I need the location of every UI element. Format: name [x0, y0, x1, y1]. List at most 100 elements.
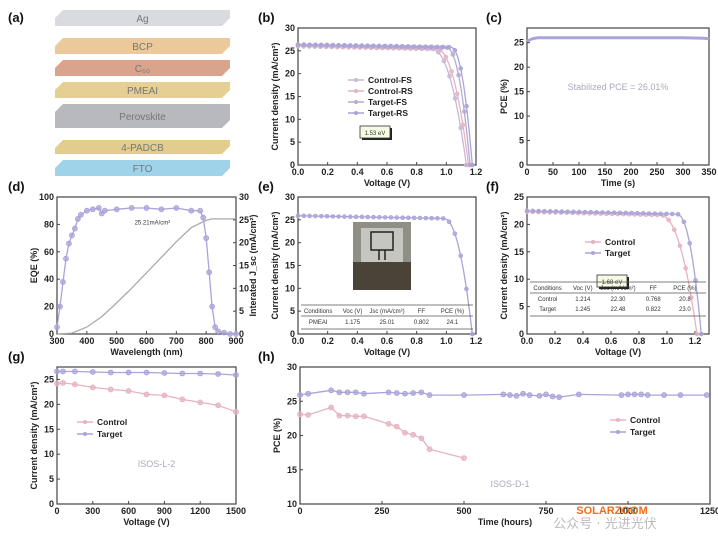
data-point — [347, 214, 353, 220]
y-tick-label: 10 — [514, 274, 524, 284]
x-tick-label: 200 — [623, 167, 638, 177]
data-point — [687, 240, 692, 246]
table-header: Jsc (mA/cm²) — [600, 286, 635, 292]
y-tick-label: 0 — [290, 329, 295, 339]
data-point — [107, 386, 114, 393]
data-point — [353, 214, 359, 220]
data-point — [57, 303, 63, 310]
data-point — [72, 368, 78, 375]
table-cell: 1.214 — [575, 297, 591, 303]
data-point — [307, 213, 312, 219]
electrode-lead — [378, 250, 386, 260]
data-point — [179, 396, 186, 403]
data-point — [536, 208, 541, 214]
layer-c60: C₆₀ — [55, 60, 230, 76]
y-tick-label: 0 — [290, 160, 295, 170]
x-tick-label: 50 — [548, 167, 558, 177]
data-point — [107, 369, 114, 376]
data-point — [683, 265, 688, 271]
data-point — [60, 368, 66, 375]
legend-marker — [83, 432, 87, 436]
x-tick-label: 0.8 — [410, 336, 423, 346]
data-point — [675, 211, 681, 217]
protocol-annotation: ISOS-L-2 — [138, 459, 176, 469]
layer-label: C₆₀ — [135, 64, 150, 75]
plot-frame — [56, 366, 237, 505]
data-point — [330, 42, 336, 48]
x-tick-label: 100 — [571, 167, 586, 177]
data-point — [342, 214, 347, 219]
data-point — [113, 206, 120, 213]
data-point — [60, 380, 66, 386]
data-point — [440, 44, 446, 50]
data-point — [215, 402, 222, 409]
plot-frame — [297, 27, 477, 166]
data-point — [54, 380, 60, 387]
layer-label: PMEAI — [127, 86, 158, 97]
data-point — [688, 295, 694, 300]
bandgap-annotation: 1.68 eV — [602, 280, 623, 286]
x-tick-label: 0.4 — [351, 336, 364, 346]
legend-marker — [354, 89, 358, 93]
table-cell: 0.768 — [646, 297, 662, 303]
data-point — [385, 420, 392, 427]
device-photo-inset — [353, 222, 411, 290]
data-point — [400, 215, 405, 220]
data-point — [233, 331, 239, 337]
data-point — [336, 214, 341, 219]
table-header: FF — [418, 309, 426, 315]
y-tick-label: 5 — [519, 136, 524, 146]
watermark-brand: SOLARZOOM — [576, 505, 648, 517]
data-point — [313, 213, 318, 219]
y-right-tick-label: 15 — [239, 261, 249, 271]
series-target — [54, 368, 239, 378]
data-point — [446, 219, 452, 224]
data-point — [536, 392, 543, 399]
x-tick-label: 1000 — [618, 506, 638, 516]
data-point — [406, 215, 411, 221]
panel-label-g: (g) — [8, 349, 25, 364]
x-tick-label: 250 — [374, 506, 389, 516]
y-tick-label: 10 — [287, 499, 297, 509]
x-tick-label: 400 — [79, 336, 94, 346]
data-point — [388, 43, 394, 49]
y-tick-label: 20 — [287, 431, 297, 441]
y-tick-label: 10 — [44, 449, 54, 459]
data-point — [328, 387, 335, 394]
x-tick-label: 0 — [524, 167, 529, 177]
layer-label: FTO — [133, 164, 153, 175]
panel-label-a: (a) — [8, 10, 24, 25]
data-point — [101, 207, 108, 214]
x-tick-label: 0.4 — [577, 336, 590, 346]
table-cell: 1.175 — [345, 320, 361, 326]
y-tick-label: 0 — [519, 160, 524, 170]
layer-4-padcb: 4-PADCB — [55, 140, 230, 154]
data-point — [446, 44, 452, 50]
series-target — [297, 387, 710, 401]
data-point — [423, 215, 429, 221]
data-point — [611, 210, 617, 216]
x-tick-label: 150 — [597, 167, 612, 177]
table-header: PCE (%) — [673, 286, 696, 292]
y-tick-label: 0 — [49, 499, 54, 509]
layer-shape — [55, 140, 230, 154]
legend-marker — [616, 430, 620, 434]
y-tick-label: 30 — [285, 192, 295, 202]
data-point — [553, 209, 559, 214]
data-point — [402, 429, 408, 436]
y-tick-label: 10 — [514, 111, 524, 121]
data-point — [74, 216, 81, 222]
x-tick-label: 750 — [538, 506, 553, 516]
legend-label: Target-FS — [368, 97, 407, 107]
data-point — [411, 215, 417, 221]
data-point — [330, 214, 336, 219]
data-point — [365, 214, 371, 220]
watermark-wechat: 公众号 · 光进光伏 — [553, 517, 656, 532]
data-point — [556, 394, 563, 401]
x-tick-label: 500 — [109, 336, 124, 346]
data-point — [89, 369, 96, 375]
data-point — [95, 205, 102, 211]
data-point — [677, 243, 683, 249]
y-tick-label: 25 — [285, 215, 295, 225]
data-point — [513, 392, 520, 399]
